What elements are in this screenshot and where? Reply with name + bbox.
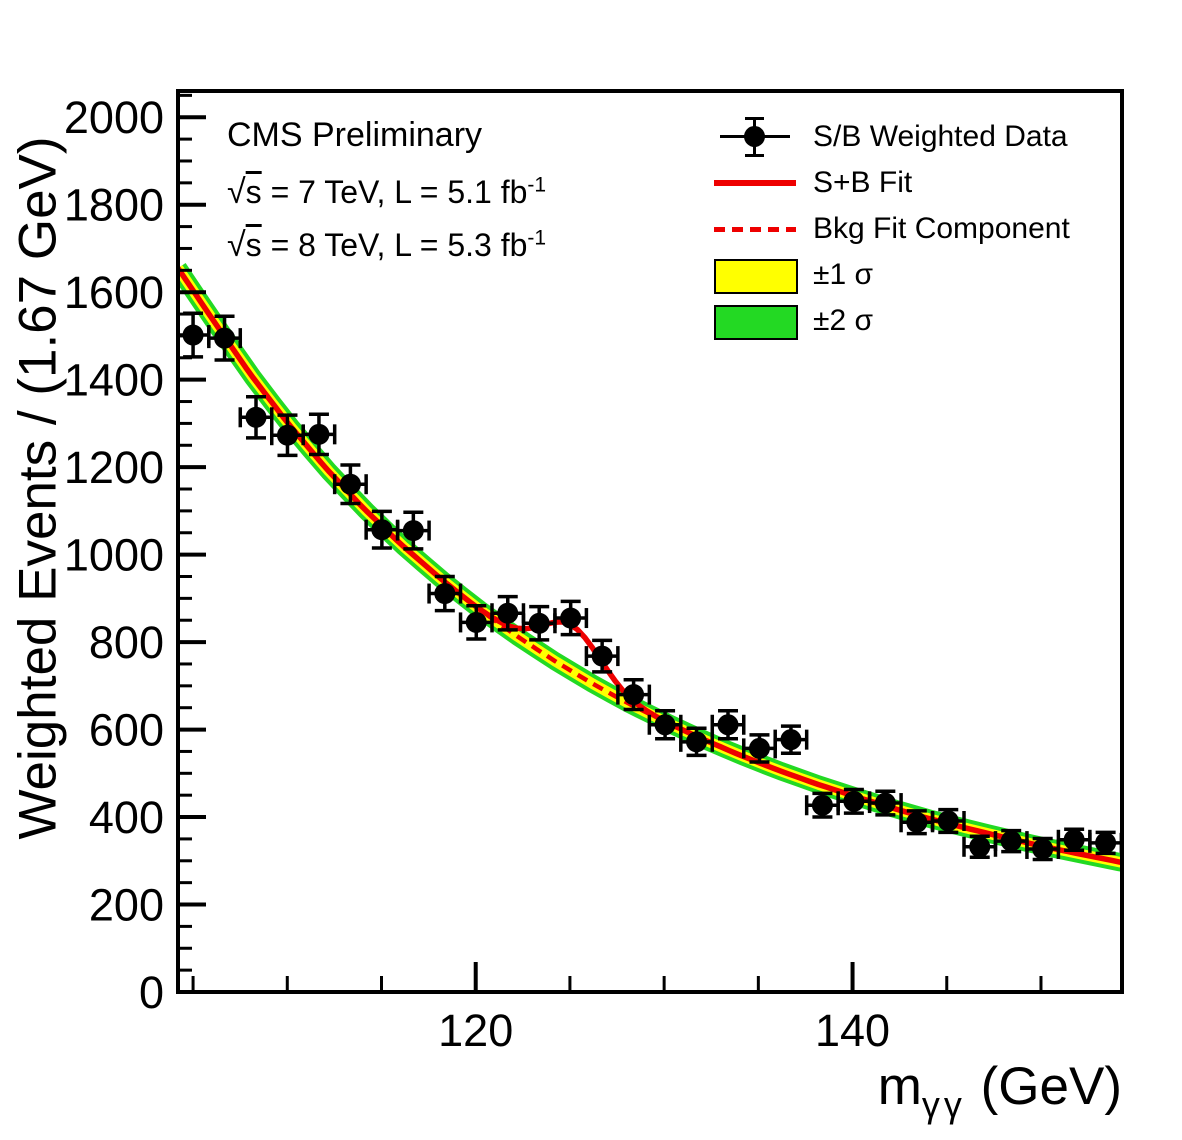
y-axis-title: Weighted Events / (1.67 GeV)	[8, 136, 68, 840]
y-tick-label: 400	[89, 792, 164, 843]
sqrt-symbol: √	[227, 173, 246, 211]
cms-preliminary-label: CMS Preliminary	[227, 116, 483, 154]
lumi-8tev-label: √s = 8 TeV, L = 5.3 fb-1	[227, 226, 547, 264]
one-sigma-band	[178, 265, 1122, 868]
dashed-line-icon	[712, 206, 798, 252]
y-tick-label: 600	[89, 705, 164, 756]
x-axis-title-subscript: γγ	[921, 1084, 966, 1125]
y-tick-label: 800	[89, 617, 164, 668]
legend-label: S+B Fit	[813, 166, 913, 199]
data-point	[584, 638, 620, 674]
data-point	[647, 709, 683, 741]
data-point	[490, 594, 526, 632]
data-point	[773, 724, 809, 755]
data-point	[332, 463, 368, 506]
solid-line-icon	[712, 160, 798, 206]
legend-item-bkg-fit: Bkg Fit Component	[712, 206, 1132, 252]
x-axis-title-units: (GeV)	[965, 1057, 1122, 1116]
x-tick-label: 140	[815, 1005, 890, 1056]
x-axis-title: mγγ (GeV)	[877, 1056, 1122, 1125]
legend: S/B Weighted Data S+B Fit Bkg Fit Compon…	[712, 114, 1132, 344]
data-point	[616, 677, 652, 712]
legend-label: ±2 σ	[813, 304, 873, 337]
legend-item-data: S/B Weighted Data	[712, 114, 1132, 160]
yellow-band-icon	[712, 252, 798, 298]
legend-item-1sigma: ±1 σ	[712, 252, 1132, 298]
data-point	[993, 828, 1029, 854]
data-point	[930, 807, 966, 835]
two-sigma-band	[178, 262, 1122, 872]
data-point	[395, 510, 431, 551]
data-point	[269, 413, 305, 458]
plot-frame	[176, 89, 1124, 994]
y-tick-label: 1000	[64, 530, 164, 581]
data-point	[553, 599, 589, 637]
legend-item-sb-fit: S+B Fit	[712, 160, 1132, 206]
x-axis-title-main: m	[877, 1057, 922, 1116]
data-point	[427, 574, 463, 613]
y-tick-label: 1600	[64, 267, 164, 318]
data-point	[207, 314, 243, 362]
sqrt-arg: s	[245, 174, 262, 210]
sqrt-arg: s	[245, 227, 262, 263]
legend-label: Bkg Fit Component	[813, 212, 1070, 245]
legend-item-2sigma: ±2 σ	[712, 298, 1132, 344]
y-tick-label: 2000	[64, 92, 164, 143]
data-point	[679, 726, 715, 758]
data-point	[741, 733, 777, 764]
y-tick-label: 1200	[64, 442, 164, 493]
bkg-fit-curve	[178, 266, 1122, 865]
data-point	[301, 412, 337, 457]
y-tick-label: 1800	[64, 180, 164, 231]
data-point	[238, 394, 274, 440]
legend-label: S/B Weighted Data	[813, 120, 1068, 153]
data-marker-icon	[712, 114, 798, 160]
y-tick-label: 1400	[64, 355, 164, 406]
y-tick-label: 200	[89, 880, 164, 931]
data-point	[710, 709, 746, 741]
y-tick-label: 0	[139, 967, 164, 1018]
x-tick-label: 120	[438, 1005, 513, 1056]
green-band-icon	[712, 298, 798, 344]
sqrt-symbol: √	[227, 226, 246, 264]
data-point	[1088, 830, 1122, 856]
legend-label: ±1 σ	[813, 258, 873, 291]
splusb-fit-curve	[178, 266, 1122, 866]
data-point	[867, 789, 903, 817]
lumi-7tev-label: √s = 7 TeV, L = 5.1 fb-1	[227, 173, 547, 211]
